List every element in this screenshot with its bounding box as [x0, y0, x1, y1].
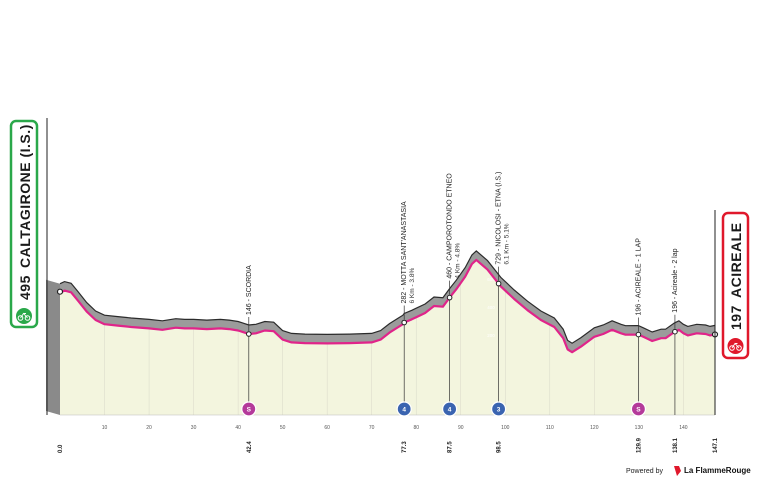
km-tick-20: 20 [146, 425, 152, 431]
km-tick-30: 30 [191, 425, 197, 431]
start-bike-icon [16, 308, 32, 324]
start-dot [56, 288, 64, 295]
waypoint-km-label: 98.5 [497, 441, 503, 453]
km-tick-140: 140 [679, 425, 688, 431]
waypoint-km-label: 87.5 [448, 441, 454, 453]
elevation-tick-600: 600 [487, 277, 495, 282]
waypoint-label: 460 - CAMPOROTONDO ETNEO [447, 173, 454, 279]
finish-bike-frame [731, 342, 740, 349]
waypoint-3: 729 - NICOLOSI - ETNA (I.S.) 6.1 Km - 5.1… [490, 172, 511, 453]
sprint-badge-circle [241, 401, 257, 417]
start-elevation: 495 [17, 275, 33, 300]
km-tick-50: 50 [280, 425, 286, 431]
waypoint-km-label: 77.3 [402, 441, 408, 453]
terrain-ridge [60, 250, 715, 353]
km-tick-90: 90 [458, 425, 464, 431]
elevation-tick-200: 200 [487, 333, 495, 338]
finish-bike-wheel-rear [729, 345, 735, 351]
start-frame [9, 119, 39, 329]
km-gridlines [60, 282, 715, 416]
elevation-tick-labels: 200 400 600 [487, 277, 495, 338]
waypoint-km-label: 138.1 [673, 437, 679, 453]
finish-name: ACIREALE [728, 222, 744, 298]
waypoint-label: 729 - NICOLOSI - ETNA (I.S.) [496, 172, 503, 265]
waypoints-layer: 146 - SCORDIA 42.4 S 282 - MOTTA SANT'ANAST… [241, 172, 679, 453]
waypoint-sub-label: 4 Km - 4.8% [455, 243, 462, 279]
sprint-badge: S [241, 401, 257, 417]
waypoint-sub-label: 6.1 Km - 5.1% [504, 223, 511, 264]
powered-by-text: Powered by [626, 468, 663, 475]
km-tick-80: 80 [413, 425, 419, 431]
start-bike-wheel-rear [17, 315, 24, 321]
waypoint-label: 196 - Acireale - 2 lap [672, 248, 679, 312]
waypoint-5: 196 - Acireale - 2 lap 138.1 [672, 248, 679, 453]
waypoint-1: 282 - MOTTA SANT'ANASTASIA 6 Km - 3.8% 77.… [396, 201, 416, 453]
start-bike-frame [20, 312, 28, 319]
waypoint-label: 282 - MOTTA SANT'ANASTASIA [401, 201, 408, 304]
finish-elevation: 197 [728, 305, 744, 330]
start-km-label: 0.0 [58, 444, 64, 453]
elevation-tick-400: 400 [487, 305, 495, 310]
waypoint-2: 460 - CAMPOROTONDO ETNEO 4 Km - 4.8% 87.5 4 [442, 173, 462, 453]
finish-marker: 197 ACIREALE [714, 210, 750, 415]
start-bike-wheel-front [24, 315, 31, 321]
profile-base-fill [60, 259, 715, 415]
waypoint-km-label: 42.4 [247, 441, 253, 453]
sprint-badge-circle [630, 401, 647, 417]
kom-badge: 3 [490, 401, 507, 417]
waypoint-km-label: 129.9 [636, 437, 642, 453]
km-tick-10: 10 [102, 425, 108, 431]
kom-badge: 4 [396, 401, 412, 417]
waypoint-dot [672, 328, 678, 335]
km-tick-110: 110 [546, 425, 554, 431]
kom-badge-circle [490, 401, 507, 417]
badge-text: S [636, 407, 641, 414]
waypoint-dot [635, 331, 642, 338]
kom-badge: 4 [442, 401, 458, 417]
km-tick-60: 60 [324, 425, 330, 431]
terrain-layer [46, 250, 716, 415]
finish-bike-wheel-front [736, 345, 742, 351]
waypoint-dot [446, 294, 453, 301]
waypoint-dot [401, 319, 407, 326]
km-tick-100: 100 [501, 425, 510, 431]
branding: Powered by La FlammeRouge [626, 466, 751, 476]
km-tick-70: 70 [369, 425, 375, 431]
km-tick-130: 130 [635, 425, 644, 431]
waypoint-4: 196 - ACIREALE - 1 LAP 129.9 S [630, 238, 647, 453]
waypoint-0: 146 - SCORDIA 42.4 S [241, 265, 257, 453]
terrain-skyline [59, 250, 716, 344]
kom-badge-circle [442, 401, 458, 417]
waypoint-dot [245, 331, 252, 337]
badge-text: 4 [448, 407, 452, 414]
finish-bike-icon [727, 338, 744, 354]
km-tick-labels: 10 20 30 40 50 60 70 80 90 100 110 120 130 140 0.0 147.… [58, 425, 719, 453]
badge-text: 3 [497, 407, 501, 414]
start-marker: 495 CALTAGIRONE (I.S.) [9, 118, 48, 415]
finish-km-label: 147.1 [713, 437, 719, 453]
badge-text: 4 [402, 407, 406, 414]
kom-badge-circle [396, 401, 412, 417]
waypoint-dot [495, 280, 502, 287]
waypoint-label: 196 - ACIREALE - 1 LAP [635, 238, 642, 316]
brand-name: La FlammeRouge [684, 466, 751, 475]
start-name: CALTAGIRONE (I.S.) [17, 124, 33, 268]
km-tick-40: 40 [235, 425, 241, 431]
waypoint-label: 146 - SCORDIA [246, 265, 253, 315]
waypoint-sub-label: 6 Km - 3.8% [409, 268, 416, 304]
flamme-rouge-logo-icon [674, 466, 681, 476]
profile-side-wall [46, 279, 60, 415]
sprint-badge: S [630, 401, 647, 417]
profile-base-layer [60, 259, 715, 415]
finish-frame [721, 211, 750, 360]
badge-text: S [247, 407, 252, 414]
km-tick-120: 120 [590, 425, 599, 431]
